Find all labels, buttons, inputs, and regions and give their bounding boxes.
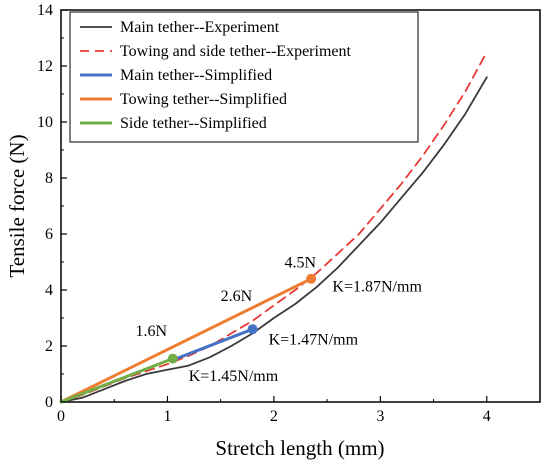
y-tick-label-14: 14 (37, 2, 53, 19)
x-tick-label-3: 3 (376, 408, 384, 425)
legend: Main tether--Experiment Towing and side t… (69, 11, 419, 143)
annotation-layer: 1.6N 2.6N 4.5N K=1.87N/mm K=1.47N/mm K=1.45N/… (136, 255, 423, 385)
y-tick-label-8: 8 (45, 170, 53, 187)
legend-box (69, 11, 419, 143)
orange-point (306, 273, 317, 284)
annotation-6: K=1.45N/mm (189, 368, 279, 385)
legend-label-2: Towing and side tether--Experiment (120, 43, 351, 60)
annotation-3: 4.5N (285, 255, 317, 272)
x-tick-label-1: 1 (163, 408, 171, 425)
y-tick-label-10: 10 (37, 114, 53, 131)
series-line-3 (171, 327, 255, 362)
series-line-5 (59, 357, 175, 404)
legend-label-1: Main tether--Experiment (120, 19, 280, 36)
green-point (167, 353, 178, 364)
annotation-1: 1.6N (136, 323, 168, 340)
x-tick-label-0: 0 (57, 408, 65, 425)
y-tick-label-6: 6 (45, 226, 53, 243)
series-layer (59, 51, 488, 404)
blue-point (247, 324, 258, 335)
annotation-5: K=1.47N/mm (269, 332, 359, 349)
y-tick-label-4: 4 (45, 282, 53, 299)
y-tick-label-0: 0 (45, 394, 53, 411)
x-axis-title: Stretch length (mm) (215, 436, 384, 460)
x-tick-label-4: 4 (483, 408, 491, 425)
series-line-4 (59, 277, 313, 404)
annotation-2: 2.6N (221, 288, 253, 305)
legend-items: Main tether--Experiment Towing and side t… (80, 19, 351, 132)
legend-label-3: Main tether--Simplified (120, 67, 272, 84)
legend-label-5: Side tether--Simplified (120, 115, 267, 132)
legend-label-4: Towing tether--Simplified (120, 91, 287, 108)
y-tick-label-12: 12 (37, 58, 53, 75)
x-tick-label-2: 2 (270, 408, 278, 425)
series-line-1 (60, 76, 488, 403)
annotation-4: K=1.87N/mm (332, 278, 422, 295)
y-axis-title: Tensile force (N) (5, 134, 29, 277)
marker-layer (167, 273, 317, 364)
y-tick-label-2: 2 (45, 338, 53, 355)
